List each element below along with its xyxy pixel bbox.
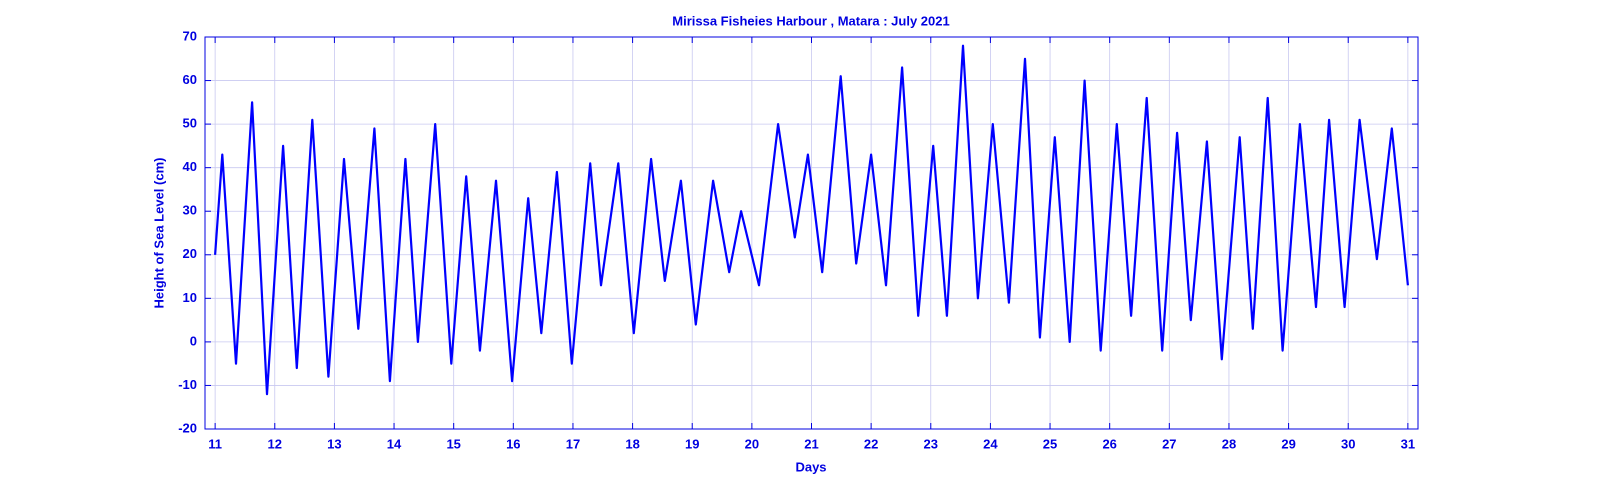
y-tick-label: 70 (183, 28, 197, 43)
x-tick-label: 28 (1222, 436, 1236, 451)
x-axis-label: Days (795, 459, 826, 474)
y-tick-label: 50 (183, 116, 197, 131)
y-tick-label: 40 (183, 159, 197, 174)
x-tick-label: 15 (446, 436, 460, 451)
x-tick-label: 17 (566, 436, 580, 451)
x-tick-label: 27 (1162, 436, 1176, 451)
y-tick-label: -10 (178, 377, 197, 392)
x-tick-label: 25 (1043, 436, 1057, 451)
y-tick-label: 30 (183, 203, 197, 218)
y-tick-label: 0 (190, 333, 197, 348)
y-tick-label: 10 (183, 290, 197, 305)
sea-level-line (214, 44, 1409, 396)
x-tick-label: 14 (387, 436, 402, 451)
plot-frame (204, 36, 1419, 430)
chart-title: Mirissa Fisheies Harbour , Matara : July… (672, 13, 949, 28)
x-tick-label: 20 (745, 436, 759, 451)
x-tick-label: 19 (685, 436, 699, 451)
x-tick-label: 23 (924, 436, 938, 451)
x-tick-label: 16 (506, 436, 520, 451)
x-tick-label: 18 (625, 436, 639, 451)
x-tick-label: 11 (208, 436, 222, 451)
x-tick-label: 21 (804, 436, 818, 451)
y-tick-label: 60 (183, 72, 197, 87)
y-axis-label: Height of Sea Level (cm) (151, 158, 166, 309)
x-tick-label: 13 (327, 436, 341, 451)
y-tick-label: -20 (178, 420, 197, 435)
x-tick-label: 30 (1341, 436, 1355, 451)
x-tick-label: 22 (864, 436, 878, 451)
y-tick-label: 20 (183, 246, 197, 261)
x-tick-label: 26 (1102, 436, 1116, 451)
x-tick-label: 29 (1281, 436, 1295, 451)
x-tick-label: 24 (983, 436, 998, 451)
x-tick-label: 31 (1401, 436, 1415, 451)
x-tick-label: 12 (268, 436, 282, 451)
